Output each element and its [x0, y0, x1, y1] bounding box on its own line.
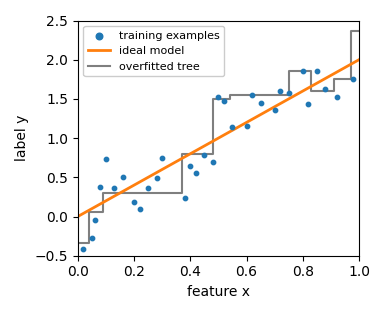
training examples	[92, 218, 98, 223]
X-axis label: feature x: feature x	[187, 285, 250, 299]
overfitted tree	[75, 241, 80, 245]
overfitted tree	[211, 152, 215, 156]
overfitted tree	[286, 70, 291, 73]
training examples	[305, 102, 311, 107]
training examples	[314, 69, 320, 74]
training examples	[215, 94, 221, 99]
training examples	[221, 99, 227, 104]
overfitted tree	[331, 78, 336, 81]
training examples	[243, 124, 249, 129]
Legend: training examples, ideal model, overfitted tree: training examples, ideal model, overfitt…	[83, 26, 224, 76]
overfitted tree	[309, 89, 313, 93]
overfitted tree	[357, 29, 361, 33]
training examples	[271, 107, 278, 112]
training examples	[89, 235, 95, 240]
overfitted tree	[101, 191, 105, 195]
training examples	[80, 247, 87, 252]
overfitted tree	[227, 93, 232, 97]
overfitted tree	[348, 78, 353, 81]
training examples	[154, 176, 160, 181]
training examples	[229, 125, 236, 130]
training examples	[193, 170, 199, 175]
training examples	[300, 69, 306, 74]
training examples	[111, 186, 117, 191]
training examples	[187, 164, 193, 169]
overfitted tree	[211, 97, 215, 101]
training examples	[97, 184, 103, 189]
overfitted tree	[101, 210, 105, 214]
Line: overfitted tree: overfitted tree	[78, 31, 359, 243]
overfitted tree	[179, 191, 184, 195]
training examples	[131, 199, 137, 204]
overfitted tree	[87, 241, 91, 245]
training examples	[350, 77, 357, 82]
training examples	[277, 89, 283, 94]
training examples	[103, 157, 109, 162]
overfitted tree	[87, 210, 91, 214]
training examples	[145, 186, 151, 191]
training examples	[286, 91, 292, 96]
overfitted tree	[331, 89, 336, 93]
training examples	[182, 195, 188, 200]
overfitted tree	[348, 29, 353, 33]
training examples	[249, 93, 255, 98]
training examples	[137, 207, 143, 212]
overfitted tree	[227, 97, 232, 101]
Y-axis label: label y: label y	[15, 115, 29, 161]
training examples	[201, 153, 208, 158]
training examples	[159, 155, 165, 160]
overfitted tree	[286, 93, 291, 97]
overfitted tree	[179, 152, 184, 156]
training examples	[322, 87, 328, 92]
training examples	[120, 175, 126, 180]
training examples	[210, 159, 216, 164]
overfitted tree	[309, 70, 313, 73]
training examples	[333, 94, 340, 99]
training examples	[258, 100, 264, 105]
